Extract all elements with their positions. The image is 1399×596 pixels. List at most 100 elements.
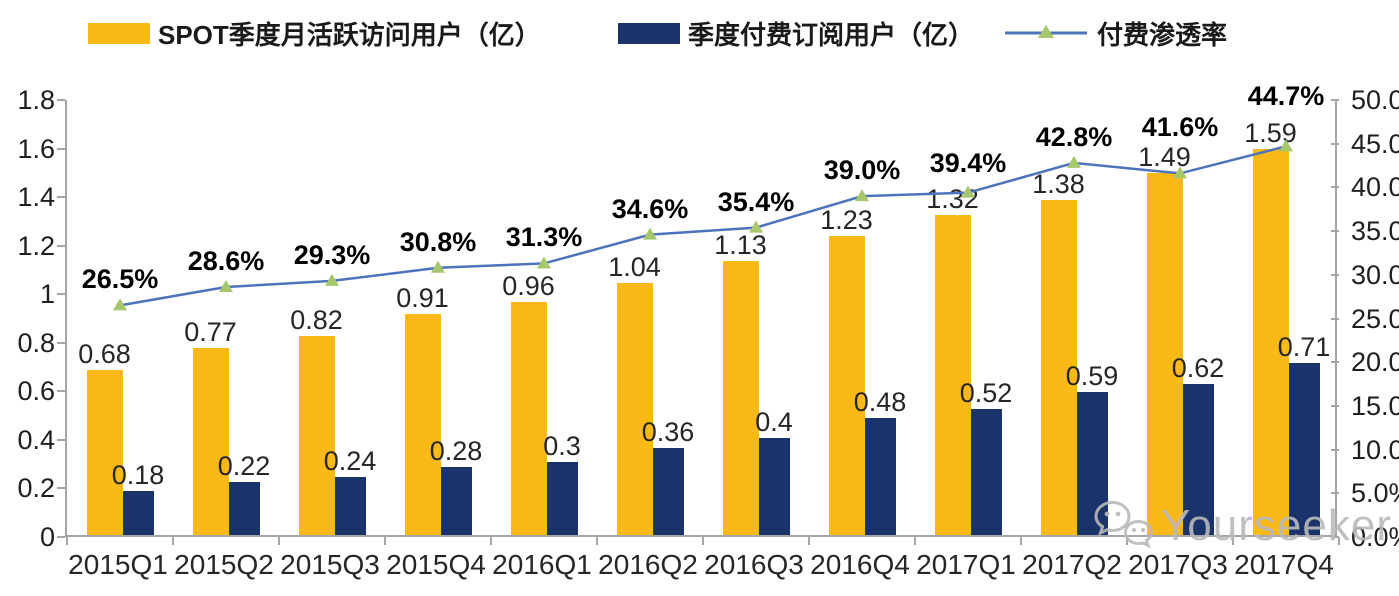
subs-value-label: 0.71 [1277, 331, 1331, 362]
triangle-marker-icon [1067, 155, 1081, 168]
mau-value-label: 0.82 [290, 304, 343, 335]
subs-bar [440, 467, 472, 535]
triangle-marker-icon [961, 185, 975, 198]
x-axis-tick [1126, 537, 1128, 545]
x-axis-category-label: 2016Q1 [492, 549, 592, 580]
x-axis-category-label: 2015Q4 [386, 549, 486, 580]
legend-item-mau: SPOT季度月活跃访问用户（亿） [88, 18, 541, 50]
penetration-value-label: 39.4% [929, 147, 1007, 178]
mau-value-label: 0.96 [502, 270, 555, 301]
subs-value-label: 0.18 [111, 460, 165, 491]
right-axis-tick [1331, 492, 1339, 495]
x-axis-category-label: 2017Q1 [916, 549, 1016, 580]
x-axis-tick [1232, 537, 1234, 545]
right-axis-tick [1331, 99, 1339, 101]
right-axis-tick [1331, 317, 1339, 320]
left-axis-tick-label: 0.4 [17, 424, 55, 455]
subs-value-label: 0.62 [1171, 353, 1225, 384]
left-axis-tick-label: 0.2 [17, 473, 55, 504]
right-axis-tick-label: 25.0% [1351, 303, 1399, 334]
x-axis-category-label: 2017Q2 [1022, 549, 1122, 580]
triangle-marker-icon [1173, 166, 1187, 179]
mau-legend-label: SPOT季度月活跃访问用户（亿） [158, 19, 541, 50]
mau-legend-swatch [88, 22, 150, 44]
triangle-marker-icon [325, 273, 339, 286]
left-axis-tick-label: 0 [39, 522, 55, 552]
x-axis-category-label: 2016Q2 [598, 549, 698, 580]
x-axis-tick [384, 537, 386, 545]
subs-bar [1288, 362, 1320, 535]
x-axis-tick [596, 537, 598, 545]
left-axis-tick [57, 196, 65, 199]
subs-bar [546, 462, 578, 535]
subs-value-label: 0.4 [755, 406, 793, 437]
triangle-marker-icon [219, 280, 233, 293]
mau-bar [1040, 199, 1077, 535]
mau-bar [1252, 148, 1289, 535]
mau-bar [934, 214, 971, 535]
penetration-value-label: 39.0% [823, 155, 901, 186]
right-axis-tick [1331, 536, 1339, 538]
x-axis-tick [1020, 537, 1022, 545]
mau-value-label: 1.32 [926, 183, 979, 214]
subs-value-label: 0.22 [217, 450, 271, 481]
subs-value-label: 0.52 [959, 377, 1013, 408]
penetration-value-label: 30.8% [399, 226, 477, 257]
right-axis-tick-label: 15.0% [1351, 390, 1399, 421]
x-axis-tick [702, 537, 704, 545]
subs-value-label: 0.36 [641, 416, 695, 447]
left-axis-tick [57, 487, 65, 490]
right-axis-tick-label: 50.0% [1351, 85, 1399, 115]
right-axis-tick-label: 10.0% [1351, 434, 1399, 465]
left-axis-tick [57, 536, 65, 538]
x-axis-category-label: 2017Q4 [1234, 549, 1334, 580]
x-axis-category-label: 2016Q4 [810, 549, 910, 580]
right-axis-tick-label: 35.0% [1351, 216, 1399, 247]
x-axis-labels: 2015Q1 2015Q2 2015Q3 2015Q4 2016Q1 2016Q2 2016… [65, 549, 1337, 585]
mau-value-label: 0.91 [396, 283, 449, 314]
right-axis-tick [1331, 186, 1339, 189]
left-axis-tick [57, 341, 65, 344]
subs-bar [864, 418, 896, 535]
mau-bar [616, 282, 653, 535]
mau-value-label: 1.23 [820, 205, 873, 236]
left-axis-tick [57, 438, 65, 441]
penetration-value-label: 29.3% [293, 239, 371, 270]
mau-value-label: 0.68 [78, 338, 131, 369]
subs-value-label: 0.24 [323, 445, 377, 476]
right-axis-tick [1331, 230, 1339, 233]
penetration-value-label: 28.6% [187, 246, 265, 277]
subs-bar [1182, 384, 1214, 535]
x-axis-tick [914, 537, 916, 545]
x-axis-tick [1338, 537, 1340, 545]
legend-item-subs: 季度付费订阅用户（亿） [618, 18, 974, 50]
left-axis-tick-label: 1.6 [17, 133, 55, 164]
x-axis-tick [490, 537, 492, 545]
mau-bar [1146, 173, 1183, 535]
x-axis-tick [172, 537, 174, 545]
x-axis-category-label: 2015Q2 [174, 549, 274, 580]
penetration-value-label: 26.5% [81, 264, 159, 295]
mau-value-label: 1.49 [1138, 142, 1191, 173]
right-axis-tick-label: 0.0% [1351, 522, 1399, 552]
mau-value-label: 1.04 [608, 251, 661, 282]
left-axis-tick-label: 1.8 [17, 85, 55, 115]
triangle-marker-icon [431, 260, 445, 273]
right-axis-tick [1331, 273, 1339, 276]
mau-bar [86, 369, 123, 535]
legend-item-penetration: 付费渗透率 [1003, 18, 1227, 50]
x-axis-tick [66, 537, 68, 545]
subs-bar [970, 408, 1002, 535]
left-axis-tick-label: 1.2 [17, 230, 55, 261]
penetration-value-label: 34.6% [611, 193, 689, 224]
right-axis-tick-label: 20.0% [1351, 347, 1399, 378]
x-axis-category-label: 2017Q3 [1128, 549, 1228, 580]
mau-bar [298, 335, 335, 535]
subs-bar [758, 437, 790, 535]
penetration-value-label: 44.7% [1247, 81, 1325, 112]
right-axis-tick-label: 45.0% [1351, 128, 1399, 159]
subs-value-label: 0.48 [853, 387, 907, 418]
subs-value-label: 0.3 [543, 431, 581, 462]
penetration-legend-marker-icon [1005, 25, 1087, 38]
